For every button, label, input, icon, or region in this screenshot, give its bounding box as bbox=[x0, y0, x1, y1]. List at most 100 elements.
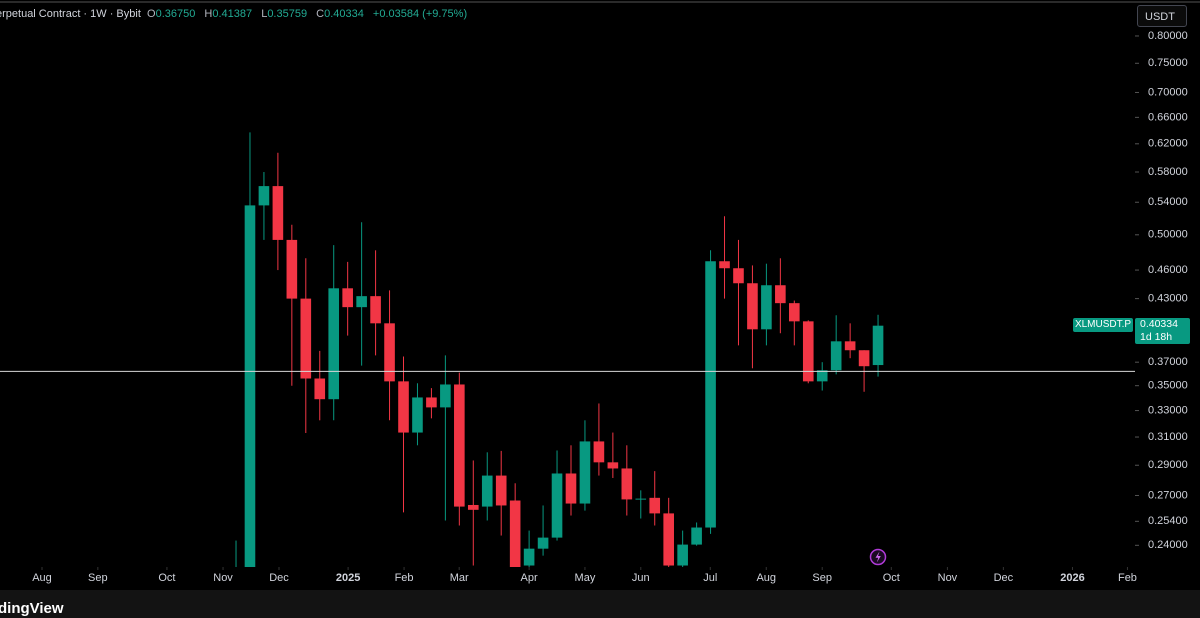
x-tick-label: Sep bbox=[812, 572, 832, 584]
candle-body bbox=[579, 441, 591, 504]
y-tick-label: 0.50000 bbox=[1148, 229, 1188, 241]
legend-header: erpetual Contract · 1W · Bybit O0.36750 … bbox=[0, 8, 473, 20]
candle-body bbox=[858, 350, 870, 367]
candle-body bbox=[356, 296, 367, 308]
y-tick-label: 0.80000 bbox=[1148, 30, 1188, 42]
candle-body bbox=[509, 500, 521, 567]
candle-body bbox=[593, 441, 605, 463]
candle-body bbox=[314, 378, 326, 400]
currency-button[interactable]: USDT bbox=[1137, 5, 1187, 27]
candle-body bbox=[328, 288, 340, 400]
x-tick-label: Feb bbox=[1118, 572, 1137, 584]
y-tick-label: 0.25400 bbox=[1148, 515, 1188, 527]
y-tick-label: 0.58000 bbox=[1148, 166, 1188, 178]
candle-body bbox=[705, 261, 716, 528]
y-tick-label: 0.54000 bbox=[1148, 196, 1188, 208]
candle-body bbox=[384, 323, 395, 382]
candle-body bbox=[649, 497, 661, 514]
y-tick-label: 0.70000 bbox=[1148, 86, 1188, 98]
y-tick-label: 0.62000 bbox=[1148, 138, 1188, 150]
candle-body bbox=[370, 296, 381, 324]
y-tick-label: 0.46000 bbox=[1148, 264, 1188, 276]
ohlc-key: C bbox=[316, 8, 325, 20]
candle-body bbox=[733, 268, 744, 284]
ohlc-value: 0.41387 bbox=[212, 8, 253, 20]
candle-body bbox=[300, 298, 312, 379]
plot-area bbox=[0, 132, 1135, 567]
candle-body bbox=[816, 370, 828, 382]
ohlc-key: L bbox=[261, 8, 268, 20]
chart: 0.80000 0.75000 0.70000 0.66000 0.62000 0.580… bbox=[0, 1, 1200, 584]
candle-body bbox=[844, 341, 856, 351]
candle-body bbox=[398, 381, 409, 433]
candle-body bbox=[802, 321, 814, 382]
candle-body bbox=[342, 288, 353, 308]
symbol-tag: XLMUSDT.P bbox=[1073, 318, 1133, 332]
x-tick-label: Apr bbox=[521, 572, 538, 584]
x-tick-label: Dec bbox=[269, 572, 289, 584]
x-tick-label: Feb bbox=[395, 572, 414, 584]
candle-body bbox=[412, 397, 423, 433]
candle-body bbox=[495, 475, 507, 506]
y-tick-label: 0.35000 bbox=[1148, 380, 1188, 392]
bar-countdown: 1d 18h bbox=[1140, 331, 1173, 343]
x-tick-label: Aug bbox=[32, 572, 52, 584]
candle-body bbox=[747, 283, 758, 330]
x-tick-label: 2025 bbox=[336, 572, 360, 584]
last-price-tag: 0.40334 1d 18h bbox=[1135, 318, 1190, 344]
candle-body bbox=[286, 239, 298, 299]
candle-body bbox=[761, 285, 772, 330]
x-tick-label: Oct bbox=[158, 572, 175, 584]
logo[interactable]: dingView bbox=[0, 600, 64, 617]
symbol-text: erpetual Contract · 1W · Bybit bbox=[0, 8, 141, 20]
alert-icon[interactable] bbox=[869, 548, 887, 566]
footer: dingView bbox=[0, 590, 1200, 618]
ohlc-value: 0.36750 bbox=[155, 8, 196, 20]
x-tick-label: Mar bbox=[450, 572, 469, 584]
y-tick-label: 0.31000 bbox=[1148, 431, 1188, 443]
candle-body bbox=[691, 527, 702, 545]
x-tick-label: 2026 bbox=[1060, 572, 1084, 584]
candle-body bbox=[872, 325, 884, 366]
candle-body bbox=[551, 473, 563, 538]
candle-body bbox=[677, 544, 688, 566]
axes: 0.80000 0.75000 0.70000 0.66000 0.62000 0.580… bbox=[32, 30, 1188, 584]
candle-body bbox=[789, 303, 800, 322]
candle-body bbox=[454, 384, 465, 507]
y-tick-label: 0.37000 bbox=[1148, 356, 1188, 368]
candle-body bbox=[523, 548, 535, 566]
x-tick-label: Nov bbox=[938, 572, 958, 584]
x-tick-label: Dec bbox=[994, 572, 1014, 584]
x-tick-label: Oct bbox=[883, 572, 900, 584]
y-tick-label: 0.33000 bbox=[1148, 404, 1188, 416]
ohlc-value: 0.40334 bbox=[324, 8, 364, 20]
candle-body bbox=[565, 473, 577, 504]
ohlc-value: 0.35759 bbox=[267, 8, 308, 20]
candle-body bbox=[440, 384, 451, 408]
candle-body bbox=[467, 504, 479, 510]
candle-body bbox=[272, 186, 284, 240]
y-tick-label: 0.24000 bbox=[1148, 539, 1188, 551]
y-tick-label: 0.75000 bbox=[1148, 57, 1188, 69]
last-price: 0.40334 bbox=[1140, 318, 1178, 330]
candle-body bbox=[663, 513, 674, 566]
change: +0.03584 (+9.75%) bbox=[372, 8, 468, 20]
candle-body bbox=[621, 468, 633, 500]
candle-body bbox=[635, 498, 647, 500]
y-tick-label: 0.29000 bbox=[1148, 459, 1188, 471]
x-tick-label: Jul bbox=[703, 572, 717, 584]
candle-body bbox=[244, 205, 256, 567]
x-tick-label: Jun bbox=[632, 572, 650, 584]
candle-body bbox=[481, 475, 493, 507]
x-tick-label: Nov bbox=[213, 572, 233, 584]
ohlc-key: O bbox=[147, 8, 156, 20]
y-tick-label: 0.43000 bbox=[1148, 293, 1188, 305]
x-tick-label: Aug bbox=[756, 572, 776, 584]
y-tick-label: 0.66000 bbox=[1148, 111, 1188, 123]
candle-body bbox=[775, 285, 786, 304]
x-tick-label: Sep bbox=[88, 572, 108, 584]
candle-body bbox=[607, 462, 619, 469]
candle-body bbox=[830, 341, 842, 371]
y-tick-label: 0.27000 bbox=[1148, 489, 1188, 501]
